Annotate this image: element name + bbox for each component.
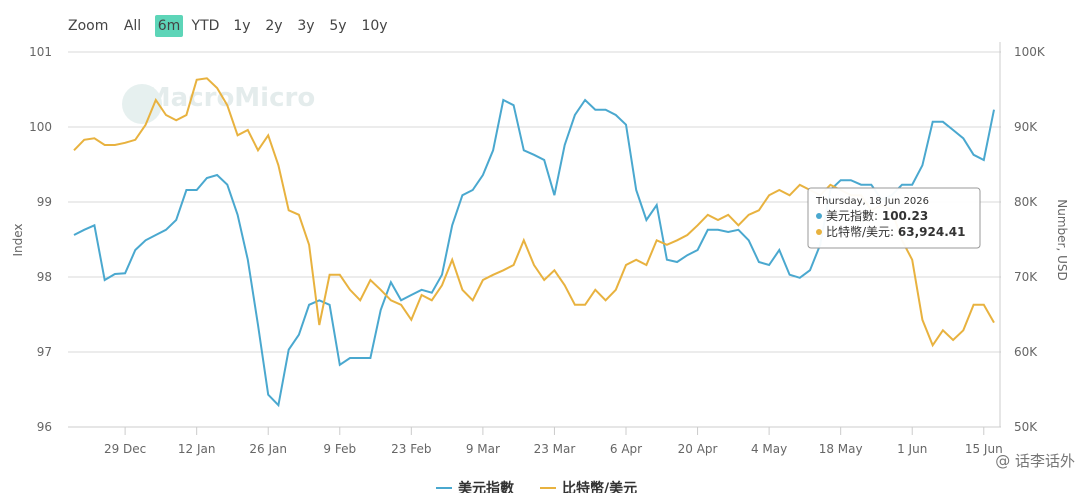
y2-tick-label: 60K [1014,345,1038,359]
range-button[interactable]: All [124,18,141,34]
y-tick-label: 100 [29,120,52,134]
x-tick-label: 9 Mar [466,442,500,456]
y2-tick-label: 70K [1014,270,1038,284]
watermark: MacroMicro [145,83,315,113]
x-tick-label: 26 Jan [249,442,287,456]
range-button-bg [155,15,183,37]
y-tick-label: 97 [37,345,52,359]
tooltip-value: 63,924.41 [898,225,966,239]
x-tick-label: 20 Apr [678,442,718,456]
y2-tick-label: 100K [1014,45,1046,59]
tooltip-dot [816,213,822,219]
y-tick-label: 99 [37,195,52,209]
y-tick-label: 101 [29,45,52,59]
tooltip-item: 美元指數: 100.23 [826,208,928,223]
tooltip-item: 比特幣/美元: 63,924.41 [826,224,965,239]
range-button[interactable]: 3y [297,18,314,34]
y2-tick-label: 90K [1014,120,1038,134]
y2-tick-label: 80K [1014,195,1038,209]
x-tick-label: 4 May [751,442,787,456]
x-tick-label: 15 Jun [965,442,1003,456]
watermark-logo [122,84,162,124]
y2-axis-title: Number, USD [1055,199,1069,280]
y2-tick-label: 50K [1014,420,1038,434]
range-button[interactable]: 1y [233,18,250,34]
tooltip-label: 美元指數: [826,208,882,223]
tooltip-value: 100.23 [882,209,928,223]
legend-label: 美元指數 [458,480,514,493]
tooltip-box [807,187,981,249]
y-axis-title: Index [11,223,25,256]
legend-label: 比特幣/美元 [562,480,637,493]
x-tick-label: 1 Jun [897,442,927,456]
y-tick-label: 98 [37,270,52,284]
tooltip-label: 比特幣/美元: [826,224,898,239]
x-tick-label: 12 Jan [178,442,216,456]
range-button[interactable]: 6m [158,18,181,34]
range-button[interactable]: 10y [361,18,387,34]
range-button[interactable]: 5y [329,18,346,34]
range-button[interactable]: 2y [265,18,282,34]
tooltip-dot [816,229,822,235]
x-tick-label: 6 Apr [610,442,642,456]
y-tick-label: 96 [37,420,52,434]
x-tick-label: 9 Feb [323,442,356,456]
credit: @ 话李话外 [995,452,1075,470]
range-button[interactable]: YTD [191,18,220,34]
x-tick-label: 23 Mar [534,442,576,456]
x-tick-label: 29 Dec [104,442,146,456]
tooltip-date: Thursday, 18 Jun 2026 [815,196,929,207]
x-tick-label: 23 Feb [391,442,431,456]
x-tick-label: 18 May [819,442,863,456]
zoom-label: Zoom [68,18,108,34]
series-line [73,98,995,408]
